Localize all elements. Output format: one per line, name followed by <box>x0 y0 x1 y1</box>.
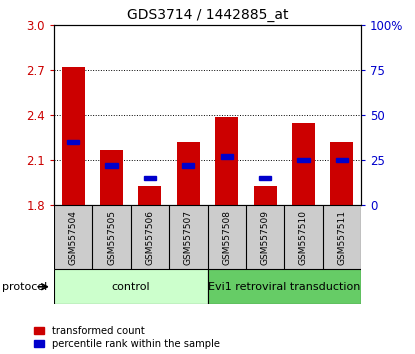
Text: GSM557511: GSM557511 <box>337 210 347 265</box>
Bar <box>139 186 161 205</box>
Bar <box>62 67 85 205</box>
Bar <box>182 164 195 168</box>
Bar <box>259 176 271 180</box>
Bar <box>336 158 348 162</box>
Bar <box>100 150 123 205</box>
Bar <box>105 164 118 168</box>
Bar <box>67 140 79 144</box>
Bar <box>330 142 354 205</box>
Text: GSM557506: GSM557506 <box>145 210 154 265</box>
Text: GSM557504: GSM557504 <box>68 210 78 265</box>
Bar <box>208 269 361 304</box>
Bar <box>220 154 233 159</box>
Bar <box>215 116 238 205</box>
Bar <box>144 176 156 180</box>
Text: GSM557508: GSM557508 <box>222 210 231 265</box>
Text: Evi1 retroviral transduction: Evi1 retroviral transduction <box>208 282 361 292</box>
Bar <box>297 158 310 162</box>
Bar <box>177 142 200 205</box>
Text: protocol: protocol <box>2 282 47 292</box>
Bar <box>292 122 315 205</box>
Text: GSM557505: GSM557505 <box>107 210 116 265</box>
Text: control: control <box>111 282 150 292</box>
Legend: transformed count, percentile rank within the sample: transformed count, percentile rank withi… <box>34 326 220 349</box>
Bar <box>254 186 276 205</box>
Text: GSM557507: GSM557507 <box>184 210 193 265</box>
Title: GDS3714 / 1442885_at: GDS3714 / 1442885_at <box>127 8 288 22</box>
Text: GSM557509: GSM557509 <box>261 210 270 265</box>
Bar <box>54 269 208 304</box>
Text: GSM557510: GSM557510 <box>299 210 308 265</box>
